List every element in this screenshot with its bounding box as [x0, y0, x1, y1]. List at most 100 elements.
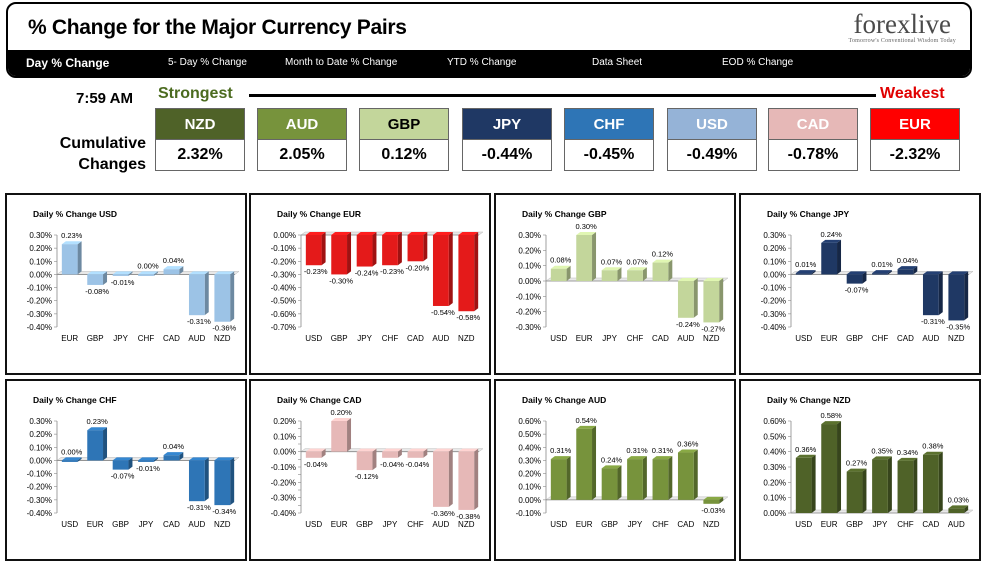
category-label: CHF [627, 334, 644, 343]
category-label: CHF [897, 520, 914, 529]
bar-side [693, 278, 698, 318]
data-label: -0.01% [111, 278, 135, 287]
data-label: -0.35% [946, 322, 970, 331]
bar-side [128, 457, 133, 470]
nav-ytd-change[interactable]: YTD % Change [447, 57, 517, 68]
bar [703, 496, 724, 504]
bar-top [677, 278, 698, 281]
chart-panel: Daily % Change CHF 0.30% 0.20% 0.10% 0.00% -0… [5, 379, 247, 561]
bar-front [407, 235, 424, 262]
bar-side [811, 270, 816, 275]
category-label: CHF [872, 334, 889, 343]
bar [846, 468, 867, 513]
bar [922, 271, 943, 316]
bar-side [964, 271, 969, 321]
data-label: 0.01% [871, 260, 893, 269]
bar-top [795, 454, 816, 458]
data-label: 0.31% [550, 446, 572, 455]
tile-currency: CHF [564, 108, 654, 140]
bar [897, 266, 918, 275]
category-label: USD [305, 520, 322, 529]
bar-side [938, 451, 943, 513]
cumulative-label: Cumulative Changes [44, 133, 146, 175]
nav-mtd-change[interactable]: Month to Date % Change [285, 57, 398, 68]
bar-front [138, 274, 154, 276]
bar [458, 448, 479, 510]
category-label: USD [550, 520, 567, 529]
y-tick-label: -0.30% [27, 496, 52, 505]
bar [948, 271, 969, 321]
chart-panel: Daily % Change AUD 0.60% 0.50% 0.40% 0.30% 0.… [494, 379, 736, 561]
bar-top [432, 232, 453, 235]
tile-value: -0.78% [768, 140, 858, 171]
bar-top [948, 271, 969, 275]
bar-front [601, 270, 618, 281]
category-label: CAD [922, 520, 939, 529]
bar-front [601, 468, 618, 500]
category-label: JPY [113, 334, 128, 343]
data-label: -0.24% [355, 269, 379, 278]
bar-side [128, 271, 133, 276]
bar-front [214, 460, 231, 506]
bar [356, 232, 377, 267]
strength-line [249, 94, 876, 97]
bar-front [922, 274, 939, 316]
data-label: 0.07% [626, 257, 648, 266]
bar-front [214, 274, 231, 322]
data-label: -0.23% [380, 267, 404, 276]
data-label: 0.07% [601, 257, 623, 266]
category-label: EUR [821, 334, 838, 343]
bar [703, 278, 724, 323]
bar-top [652, 456, 673, 460]
y-tick-label: 0.00% [29, 456, 52, 465]
bar-top [795, 270, 816, 274]
bar-top [948, 505, 969, 509]
y-tick-label: 0.20% [763, 244, 786, 253]
y-tick-label: -0.20% [271, 478, 296, 487]
bar [897, 457, 918, 513]
category-label: GBP [601, 520, 618, 529]
category-label: NZD [458, 334, 475, 343]
category-label: CHF [652, 520, 669, 529]
bar-top [61, 241, 82, 245]
bar-side [397, 448, 402, 458]
bar-top [922, 451, 943, 455]
y-tick-label: -0.10% [516, 509, 541, 518]
bar-side [230, 457, 235, 506]
nav-day-change[interactable]: Day % Change [26, 56, 110, 70]
y-tick-label: -0.30% [516, 323, 541, 332]
category-label: NZD [703, 520, 720, 529]
strongest-label: Strongest [158, 85, 233, 102]
category-label: CAD [163, 520, 180, 529]
bar-top [214, 457, 235, 461]
bar-side [474, 232, 479, 312]
y-tick-label: 0.00% [273, 231, 296, 240]
data-label: -0.27% [701, 324, 725, 333]
data-label: -0.34% [212, 507, 236, 516]
y-tick-label: -0.10% [27, 284, 52, 293]
bar [87, 427, 108, 461]
bar-chart: Daily % Change AUD 0.60% 0.50% 0.40% 0.30% 0.… [516, 395, 729, 529]
bar-side [719, 496, 724, 504]
nav-5day-change[interactable]: 5- Day % Change [168, 57, 247, 68]
bar [382, 232, 402, 266]
bar-side [448, 232, 453, 306]
nav-eod-change[interactable]: EOD % Change [722, 57, 794, 68]
bar-side [913, 457, 918, 513]
bar-top [846, 468, 867, 472]
bar-side [668, 456, 673, 500]
bar-top [188, 457, 209, 461]
bar-top [407, 448, 428, 452]
bar-front [627, 270, 643, 281]
tile-currency: GBP [359, 108, 449, 140]
bar-front [188, 274, 205, 316]
bar-front [795, 457, 812, 513]
bar-top [550, 265, 571, 269]
y-tick-label: 0.30% [518, 231, 541, 240]
bar-front [821, 242, 838, 275]
bar-front [627, 459, 643, 500]
nav-data-sheet[interactable]: Data Sheet [592, 57, 643, 68]
y-tick-label: 0.20% [763, 478, 786, 487]
y-tick-label: -0.40% [271, 509, 296, 518]
data-label: 0.01% [795, 260, 817, 269]
